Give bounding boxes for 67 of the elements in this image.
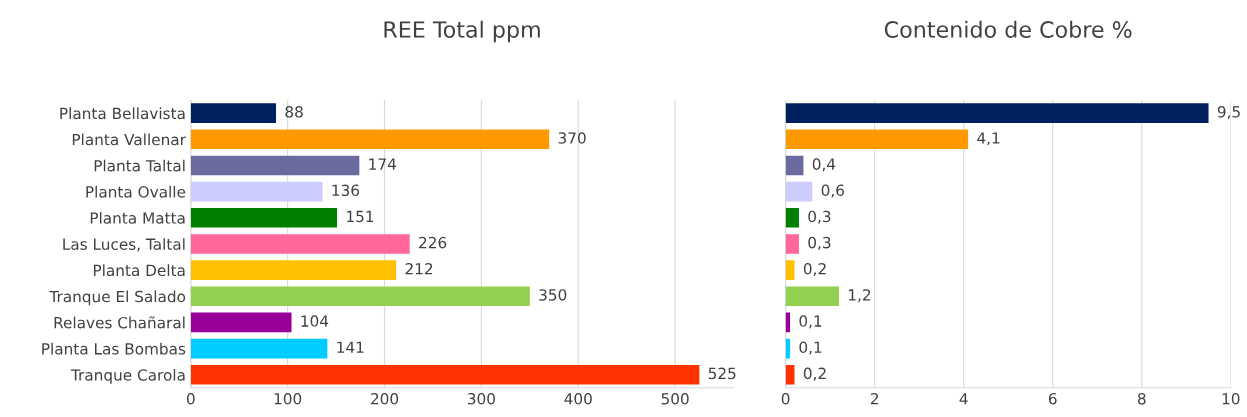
data-label: 141 [337,341,364,353]
y-tick-label: Relaves Chañaral [54,316,185,329]
bar [785,260,795,280]
y-tick-label: Planta Ovalle [86,185,186,198]
bar [785,364,795,385]
bar [785,286,840,307]
data-label: 104 [301,315,329,327]
data-label: 350 [539,289,567,301]
data-label: 136 [332,184,360,197]
data-label: 0,3 [808,210,831,224]
bar [785,129,969,150]
x-tick-label: 400 [564,392,592,405]
y-tick-label: Las Luces, Taltal [63,238,185,252]
data-label: 174 [369,158,396,170]
data-label: 4,1 [977,132,1000,146]
bar [785,181,813,202]
x-tick-label: 0 [186,392,195,405]
y-tick-label: Planta Matta [90,211,185,224]
bar [190,364,700,385]
data-label: 88 [285,106,303,118]
x-tick-label: 6 [1048,392,1057,405]
data-label: 370 [558,132,586,144]
bar [785,234,799,254]
y-tick-label: Tranque El Salado [49,290,186,306]
bar [190,129,550,150]
x-tick-label: 500 [661,392,689,405]
data-label: 0,3 [808,236,831,250]
data-label: 226 [419,236,447,249]
data-label: 151 [347,210,374,223]
data-label: 0,1 [799,341,822,355]
bar [785,207,799,228]
y-tick-label: Tranque Carola [70,368,185,384]
chart-title: Contenido de Cobre % [884,20,1132,38]
data-label: 0,1 [799,315,822,329]
chart-title: REE Total ppm [384,20,540,43]
data-label: 0,2 [803,367,826,381]
y-tick-label: Planta Delta [93,264,185,277]
bar [190,234,410,254]
y-tick-label: Planta Taltal [94,159,185,172]
bar [190,260,397,280]
x-tick-label: 2 [870,392,878,405]
bar [190,155,360,176]
data-label: 525 [708,367,736,380]
data-label: 1,2 [849,289,871,303]
x-tick-label: 300 [467,392,495,405]
x-tick-label: 4 [959,393,968,405]
bar [190,286,530,307]
bar [785,103,1209,123]
bar [785,155,804,176]
bar [190,312,292,333]
bar [190,103,277,123]
y-tick-label: Planta Las Bombas [42,342,186,355]
y-tick-label: Planta Bellavista [60,107,185,120]
bar [190,181,323,202]
y-tick-label: Planta Vallenar [72,133,186,146]
bar [190,338,328,359]
bar [190,207,338,228]
x-tick-label: 100 [274,392,302,405]
x-tick-label: 8 [1137,392,1146,405]
x-tick-label: 10 [1222,392,1240,405]
data-label: 0,4 [812,158,836,172]
data-label: 9,5 [1217,106,1240,120]
data-label: 0,6 [821,184,844,198]
data-label: 0,2 [803,262,826,277]
x-tick-label: 200 [371,392,399,405]
data-label: 212 [405,262,433,275]
x-tick-label: 0 [781,392,790,405]
